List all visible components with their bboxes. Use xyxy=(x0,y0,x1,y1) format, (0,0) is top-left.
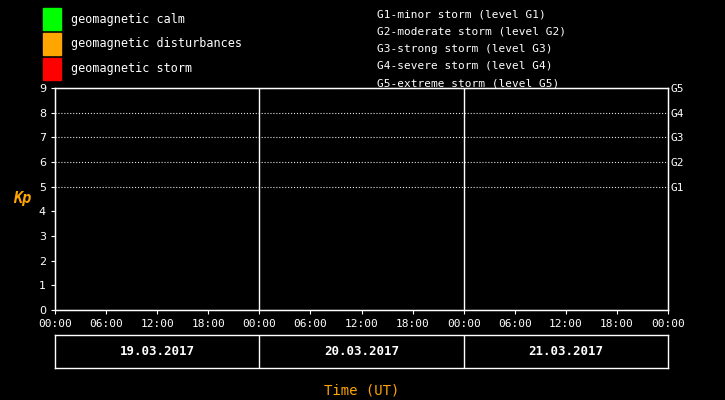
Text: G1-minor storm (level G1): G1-minor storm (level G1) xyxy=(377,9,545,19)
Text: geomagnetic disturbances: geomagnetic disturbances xyxy=(71,38,242,50)
Text: 20.03.2017: 20.03.2017 xyxy=(324,345,399,358)
Bar xyxy=(43,33,61,55)
Bar xyxy=(43,58,61,80)
Text: Time (UT): Time (UT) xyxy=(324,383,399,397)
Bar xyxy=(43,8,61,30)
Text: G5-extreme storm (level G5): G5-extreme storm (level G5) xyxy=(377,78,559,88)
Text: G3-strong storm (level G3): G3-strong storm (level G3) xyxy=(377,44,552,54)
Text: 19.03.2017: 19.03.2017 xyxy=(120,345,195,358)
Text: 21.03.2017: 21.03.2017 xyxy=(529,345,603,358)
Text: G4-severe storm (level G4): G4-severe storm (level G4) xyxy=(377,61,552,71)
Text: G2-moderate storm (level G2): G2-moderate storm (level G2) xyxy=(377,26,566,36)
Text: geomagnetic storm: geomagnetic storm xyxy=(71,62,192,76)
Text: Kp: Kp xyxy=(13,192,31,206)
Text: geomagnetic calm: geomagnetic calm xyxy=(71,12,185,26)
